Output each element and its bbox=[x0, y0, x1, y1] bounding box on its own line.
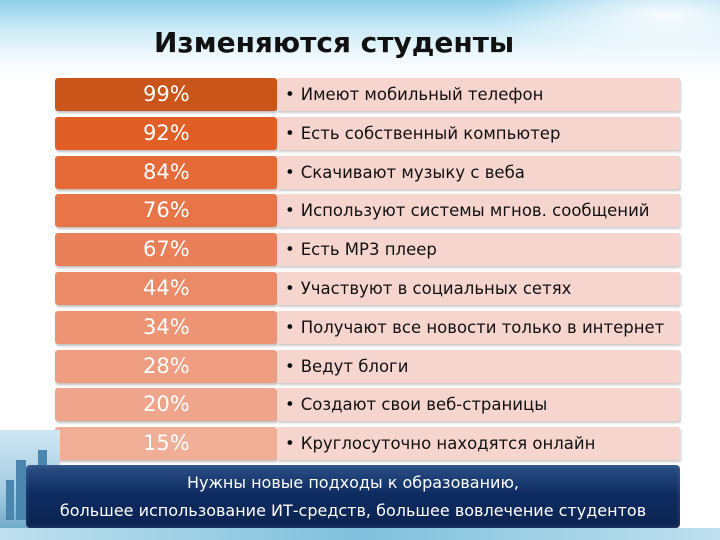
stat-description: • Есть собственный компьютер bbox=[277, 116, 680, 150]
stat-row: 44% • Участвуют в социальных сетях bbox=[55, 272, 680, 305]
bullet-icon: • bbox=[285, 162, 295, 182]
stat-row: 34% • Получают все новости только в интерн… bbox=[55, 310, 680, 344]
stat-description: • Получают все новости только в интернет bbox=[277, 310, 680, 344]
bullet-icon: • bbox=[285, 279, 295, 298]
stat-text: Есть собственный компьютер bbox=[300, 123, 561, 143]
stat-percent: 28% bbox=[55, 349, 277, 383]
stat-description: • Есть MP3 плеер bbox=[277, 233, 680, 267]
stat-text: Получают все новости только в интернет bbox=[300, 317, 665, 337]
stat-text: Создают свои веб-страницы bbox=[300, 395, 548, 415]
stat-description: • Участвуют в социальных сетях bbox=[277, 272, 680, 305]
stat-text: Круглосуточно находятся онлайн bbox=[300, 434, 596, 454]
stat-row: 76% • Используют системы мгнов. сообщений bbox=[55, 194, 680, 228]
bullet-icon: • bbox=[285, 317, 295, 337]
stat-percent: 34% bbox=[55, 310, 277, 344]
stat-percent: 15% bbox=[55, 427, 277, 461]
footer-background bbox=[0, 528, 720, 540]
bullet-icon: • bbox=[285, 201, 295, 221]
stat-description: • Ведут блоги bbox=[277, 349, 680, 383]
stat-row: 20% • Создают свои веб-страницы bbox=[55, 388, 680, 422]
bullet-icon: • bbox=[285, 395, 295, 415]
stat-percent: 84% bbox=[55, 155, 277, 189]
stat-row: 67% • Есть MP3 плеер bbox=[55, 233, 680, 267]
stat-percent: 76% bbox=[55, 194, 277, 228]
stat-text: Есть MP3 плеер bbox=[300, 240, 437, 260]
stat-text: Используют системы мгнов. сообщений bbox=[300, 201, 650, 221]
bullet-icon: • bbox=[285, 85, 295, 104]
bullet-icon: • bbox=[285, 240, 295, 260]
stat-percent: 92% bbox=[55, 116, 277, 150]
banner-line-1: Нужны новые подходы к образованию, bbox=[187, 473, 519, 492]
stat-description: • Скачивают музыку с веба bbox=[277, 155, 680, 189]
stat-row: 92% • Есть собственный компьютер bbox=[55, 116, 680, 150]
stat-text: Скачивают музыку с веба bbox=[300, 162, 525, 182]
header-background bbox=[0, 0, 720, 78]
stat-row: 28% • Ведут блоги bbox=[55, 349, 680, 383]
stat-percent: 99% bbox=[55, 78, 277, 111]
stat-percent: 20% bbox=[55, 388, 277, 422]
stat-row: 15% • Круглосуточно находятся онлайн bbox=[55, 427, 680, 461]
stat-row: 99% • Имеют мобильный телефон bbox=[55, 78, 680, 111]
bullet-icon: • bbox=[285, 123, 295, 143]
banner-line-2: большее использование ИТ-средств, больше… bbox=[59, 501, 647, 520]
stat-description: • Используют системы мгнов. сообщений bbox=[277, 194, 680, 228]
stat-text: Имеют мобильный телефон bbox=[300, 85, 544, 104]
stat-text: Участвуют в социальных сетях bbox=[300, 279, 572, 298]
stat-percent: 44% bbox=[55, 272, 277, 305]
stat-percent: 67% bbox=[55, 233, 277, 267]
slide-title: Изменяются студенты bbox=[154, 26, 515, 59]
stat-row: 84% • Скачивают музыку с веба bbox=[55, 155, 680, 189]
stat-description: • Создают свои веб-страницы bbox=[277, 388, 680, 422]
stat-text: Ведут блоги bbox=[300, 356, 409, 376]
bullet-icon: • bbox=[285, 356, 295, 376]
stat-description: • Круглосуточно находятся онлайн bbox=[277, 427, 680, 461]
bullet-icon: • bbox=[285, 434, 295, 454]
conclusion-banner: Нужны новые подходы к образованию, больш… bbox=[26, 465, 680, 528]
stat-description: • Имеют мобильный телефон bbox=[277, 78, 680, 111]
